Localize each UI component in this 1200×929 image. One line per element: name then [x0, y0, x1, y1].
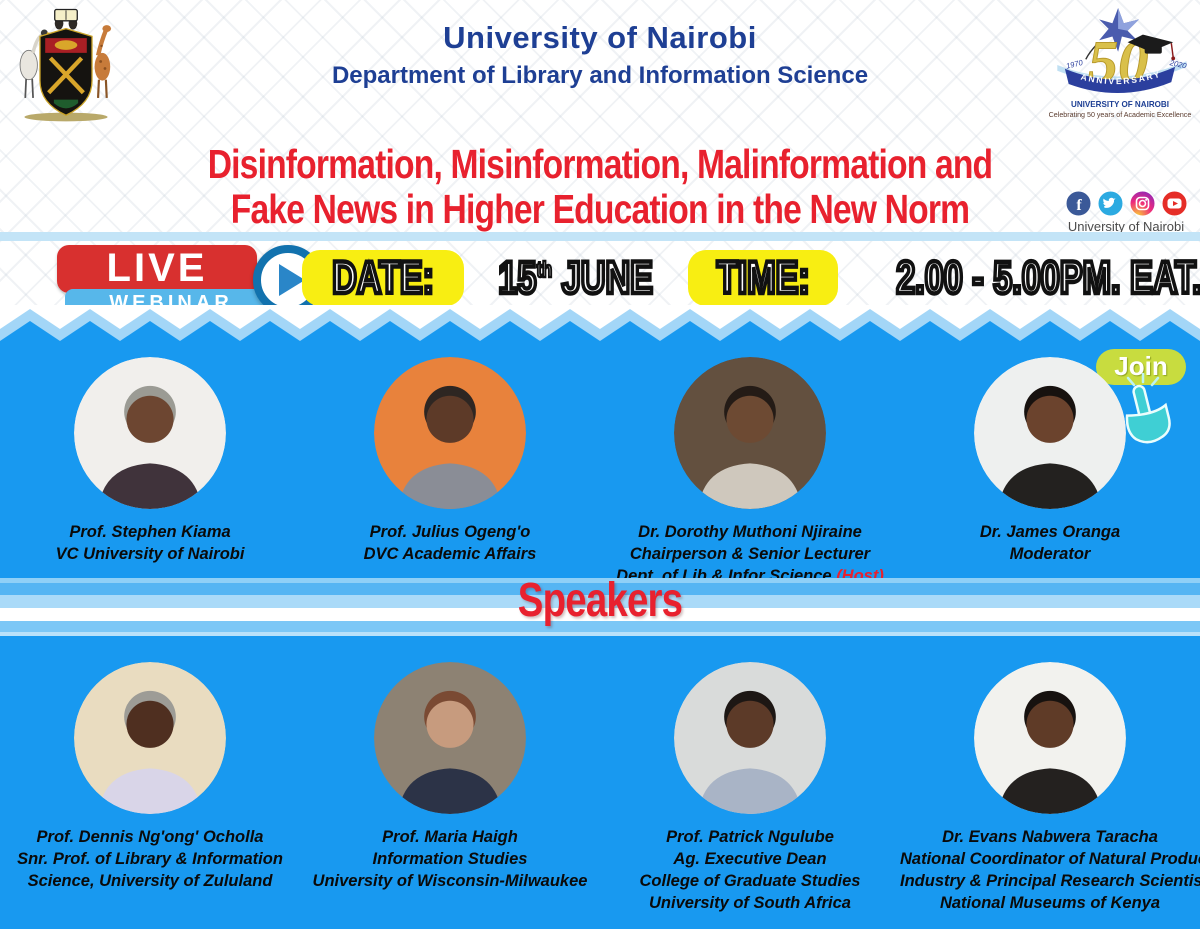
- panelist-photo: [74, 357, 226, 509]
- anniversary-university-line: UNIVERSITY OF NAIROBI: [1071, 100, 1169, 109]
- time-value: 2.00 - 5.00PM. EAT.: [895, 250, 1200, 306]
- svg-text:f: f: [1076, 197, 1082, 214]
- main-section: Join: [0, 305, 1200, 929]
- giraffe-icon: [94, 25, 112, 98]
- book-icon: [54, 8, 78, 30]
- speaker-photo: [674, 662, 826, 814]
- anniversary-logo: 50 ANNIVERSARY 1970 2020 UNIVERSITY OF N…: [1049, 8, 1192, 119]
- moderator-tag: Moderator: [1009, 545, 1091, 563]
- join-button[interactable]: Join: [1096, 349, 1186, 385]
- top-section: University of Nairobi Department of Libr…: [0, 0, 1200, 317]
- speaker-photo: [974, 662, 1126, 814]
- speaker-card: Prof. Maria Haigh Information Studies Un…: [300, 662, 600, 914]
- panelist-card: Prof. Stephen Kiama VC University of Nai…: [0, 357, 300, 587]
- date-value: 15th JUNE: [497, 250, 655, 306]
- panelist-card: Dr. Dorothy Muthoni Njiraine Chairperson…: [600, 357, 900, 587]
- event-title-line1: Disinformation, Misinformation, Malinfor…: [207, 141, 993, 187]
- schedule-row: DATE: 15th JUNE TIME: 2.00 - 5.00PM. EAT…: [302, 250, 1200, 306]
- zigzag-border: [0, 305, 1200, 353]
- speakers-heading: Speakers: [517, 574, 683, 627]
- anniversary-tagline: Celebrating 50 years of Academic Excelle…: [1049, 111, 1192, 119]
- social-caption: University of Nairobi: [1067, 219, 1185, 234]
- event-title: Disinformation, Misinformation, Malinfor…: [0, 142, 1200, 232]
- stripes-band: [0, 578, 1200, 636]
- twitter-icon[interactable]: [1097, 190, 1124, 217]
- panelist-card: Dr. James Oranga Moderator: [900, 357, 1200, 587]
- speaker-photo: [74, 662, 226, 814]
- time-label: TIME:: [715, 250, 812, 306]
- university-crest-logo: [19, 8, 112, 122]
- anniversary-year-start: 1970: [1065, 58, 1084, 71]
- star-icon: [1085, 8, 1139, 60]
- live-label: LIVE: [57, 245, 257, 293]
- speaker-card: Prof. Patrick Ngulube Ag. Executive Dean…: [600, 662, 900, 914]
- instagram-icon[interactable]: [1129, 190, 1156, 217]
- divider-strip: [0, 232, 1200, 241]
- department-name: Department of Library and Information Sc…: [331, 62, 869, 89]
- university-name: University of Nairobi: [443, 20, 757, 55]
- play-icon: [279, 264, 305, 296]
- graduation-cap-icon: [1127, 34, 1176, 61]
- speakers-row: Prof. Dennis Ng'ong' Ocholla Snr. Prof. …: [0, 662, 1200, 914]
- social-links: f: [1058, 190, 1194, 234]
- facebook-icon[interactable]: f: [1065, 190, 1092, 217]
- anniversary-year-end: 2020: [1168, 58, 1188, 71]
- panelist-photo: [374, 357, 526, 509]
- panelist-card: Prof. Julius Ogeng'o DVC Academic Affair…: [300, 357, 600, 587]
- youtube-icon[interactable]: [1161, 190, 1188, 217]
- speaker-photo: [374, 662, 526, 814]
- speaker-card: Prof. Dennis Ng'ong' Ocholla Snr. Prof. …: [0, 662, 300, 914]
- panelists-row: Prof. Stephen Kiama VC University of Nai…: [0, 357, 1200, 587]
- shield-icon: [39, 27, 93, 116]
- hand-cursor-icon: [1125, 373, 1171, 444]
- panelist-photo: [674, 357, 826, 509]
- speaker-card: Dr. Evans Nabwera Taracha National Coord…: [900, 662, 1200, 914]
- event-title-line2: Fake News in Higher Education in the New…: [230, 186, 970, 232]
- date-label: DATE:: [330, 250, 435, 306]
- panelist-photo: [974, 357, 1126, 509]
- crane-icon: [19, 29, 53, 98]
